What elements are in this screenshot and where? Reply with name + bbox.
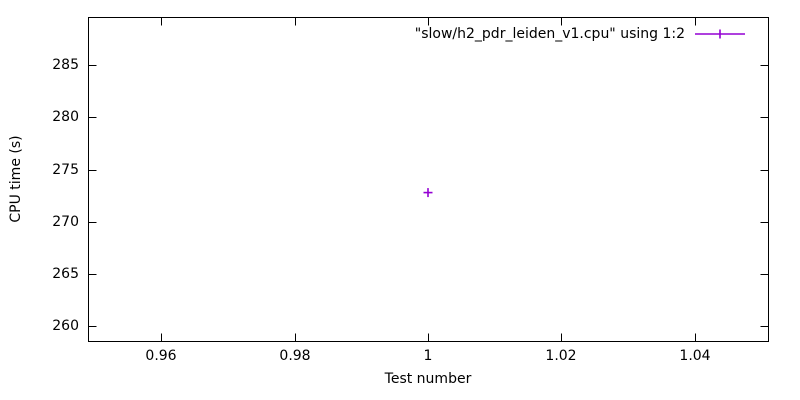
data-points xyxy=(423,188,433,198)
x-axis-label: Test number xyxy=(384,371,472,387)
x-tick-label: 0.98 xyxy=(279,348,311,364)
axis-ticks xyxy=(88,17,769,342)
x-tick-label: 1.02 xyxy=(545,348,577,364)
y-axis-label: CPU time (s) xyxy=(8,135,24,223)
plot-border xyxy=(88,17,769,342)
legend: "slow/h2_pdr_leiden_v1.cpu" using 1:2 xyxy=(415,24,745,44)
y-tick-label: 260 xyxy=(52,318,79,334)
y-tick-label: 270 xyxy=(52,214,79,230)
x-tick-label: 1.04 xyxy=(679,348,711,364)
y-tick-label: 285 xyxy=(52,57,79,73)
legend-sample-icon xyxy=(695,29,745,39)
x-tick-label: 1 xyxy=(423,348,433,364)
y-tick-label: 275 xyxy=(52,162,79,178)
y-tick-label: 280 xyxy=(52,109,79,125)
y-tick-label: 265 xyxy=(52,266,79,282)
x-tick-label: 0.96 xyxy=(145,348,177,364)
legend-entry-label: "slow/h2_pdr_leiden_v1.cpu" using 1:2 xyxy=(414,26,685,42)
